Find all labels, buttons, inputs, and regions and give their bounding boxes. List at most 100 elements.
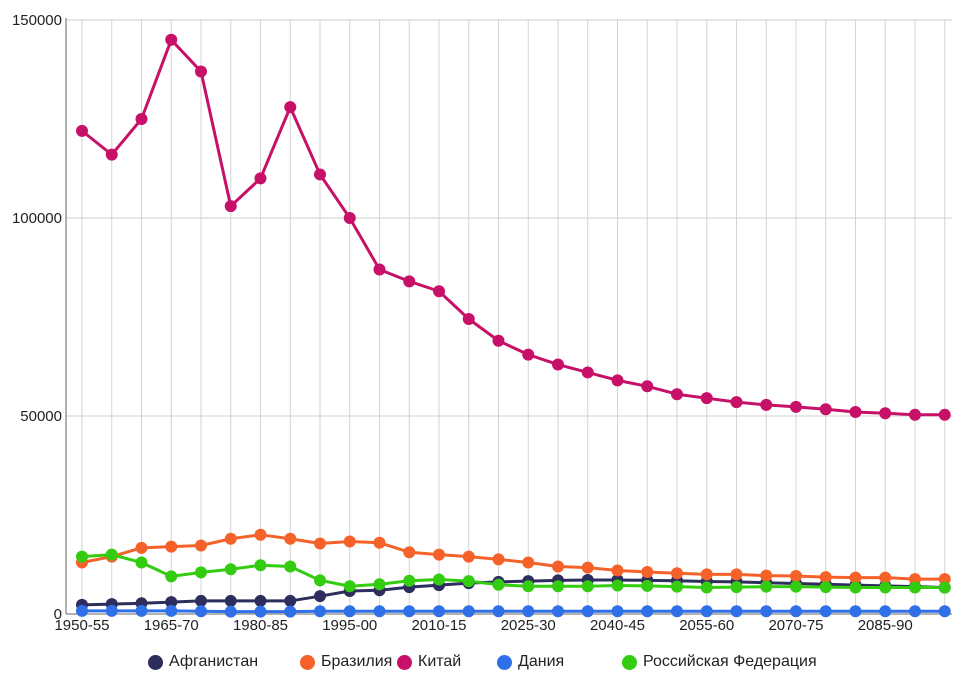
data-point-series-3 — [552, 605, 564, 618]
data-point-series-4 — [165, 570, 178, 583]
data-point-series-1 — [373, 536, 386, 549]
data-point-series-4 — [700, 581, 713, 594]
data-point-series-1 — [909, 573, 921, 586]
y-tick-label: 100000 — [12, 210, 62, 227]
data-point-series-2 — [730, 396, 743, 409]
data-point-series-4 — [373, 578, 386, 591]
data-point-series-1 — [790, 569, 802, 582]
x-tick-label: 1965-70 — [144, 617, 199, 634]
data-point-series-1 — [581, 561, 594, 574]
x-tick-label: 2025-30 — [501, 617, 556, 634]
data-point-series-3 — [879, 605, 892, 618]
data-point-series-4 — [879, 581, 892, 594]
legend-marker — [300, 654, 315, 670]
data-point-series-2 — [165, 33, 178, 46]
data-point-series-3 — [938, 605, 951, 618]
data-point-series-3 — [373, 605, 386, 618]
data-point-series-4 — [433, 573, 445, 586]
legend-label: Бразилия — [321, 653, 393, 670]
axes — [65, 18, 952, 615]
data-point-series-4 — [105, 548, 118, 561]
data-point-series-1 — [671, 567, 683, 580]
data-point-series-3 — [760, 605, 773, 618]
data-point-series-2 — [611, 374, 624, 387]
legend-label: Дания — [518, 653, 565, 670]
data-point-series-4 — [552, 580, 564, 593]
x-tick-label: 1950-55 — [54, 617, 109, 634]
legend-item-1[interactable]: Бразилия — [300, 653, 392, 671]
data-point-series-3 — [433, 605, 445, 618]
data-point-series-3 — [403, 605, 416, 618]
data-point-series-2 — [700, 392, 713, 405]
data-point-series-2 — [343, 212, 356, 224]
data-point-series-2 — [879, 407, 892, 420]
data-point-series-4 — [849, 581, 862, 594]
data-point-series-2 — [224, 200, 237, 213]
data-point-series-1 — [611, 564, 624, 577]
data-point-series-4 — [730, 581, 743, 594]
data-point-series-1 — [165, 540, 178, 553]
data-point-series-3 — [522, 605, 535, 618]
data-point-series-2 — [373, 263, 386, 276]
data-point-series-4 — [790, 580, 802, 593]
data-point-series-3 — [790, 605, 802, 618]
data-point-series-1 — [314, 537, 326, 550]
data-point-series-1 — [849, 571, 862, 584]
data-point-series-2 — [76, 124, 88, 137]
data-point-series-0 — [165, 596, 178, 609]
data-point-series-4 — [581, 580, 594, 593]
data-point-series-4 — [343, 580, 356, 593]
data-point-series-1 — [492, 553, 505, 566]
data-point-series-2 — [135, 113, 148, 125]
data-point-series-3 — [581, 605, 594, 618]
data-point-series-0 — [314, 590, 326, 603]
data-point-series-1 — [195, 539, 207, 552]
data-point-series-2 — [314, 168, 326, 181]
data-point-series-3 — [730, 605, 743, 618]
data-point-series-4 — [314, 574, 326, 587]
legend-item-2[interactable]: Китай — [397, 653, 461, 671]
data-point-series-2 — [938, 408, 951, 421]
data-point-series-3 — [284, 605, 297, 618]
data-point-series-3 — [254, 605, 267, 618]
legend-item-3[interactable]: Дания — [497, 653, 564, 671]
data-point-series-4 — [403, 574, 416, 587]
x-tick-label: 2085-90 — [858, 617, 913, 634]
data-point-series-3 — [700, 605, 713, 618]
grid-lines — [66, 19, 952, 615]
x-tick-labels: 1950-55 1965-70 1980-85 1995-00 2010-15 2025-… — [54, 617, 912, 634]
data-point-series-1 — [730, 568, 743, 581]
data-point-series-2 — [819, 403, 832, 416]
data-point-series-3 — [671, 605, 683, 618]
data-point-series-1 — [135, 541, 148, 554]
legend: Афганистан Бразилия Китай Дания Российская Ф… — [0, 653, 961, 681]
data-point-series-2 — [552, 358, 564, 371]
legend-label: Российская Федерация — [643, 653, 817, 670]
series-line-3 — [82, 609, 945, 614]
data-point-series-1 — [819, 571, 832, 584]
legend-item-4[interactable]: Российская Федерация — [622, 653, 817, 671]
legend-item-0[interactable]: Афганистан — [148, 653, 258, 671]
series-points — [76, 33, 951, 618]
data-point-series-2 — [403, 275, 416, 288]
data-point-series-1 — [254, 528, 267, 541]
data-point-series-3 — [224, 605, 237, 618]
data-point-series-0 — [284, 594, 297, 607]
data-point-series-4 — [819, 581, 832, 594]
data-point-series-2 — [909, 408, 921, 421]
data-point-series-3 — [819, 605, 832, 618]
data-point-series-4 — [522, 580, 535, 593]
x-tick-label: 1995-00 — [322, 617, 377, 634]
data-point-series-4 — [611, 579, 624, 592]
data-point-series-2 — [849, 406, 862, 419]
data-point-series-2 — [492, 334, 505, 347]
data-point-series-4 — [909, 581, 921, 594]
data-point-series-1 — [552, 560, 564, 573]
data-point-series-2 — [462, 312, 475, 325]
data-point-series-4 — [195, 566, 207, 579]
x-tick-label: 2055-60 — [679, 617, 734, 634]
data-point-series-3 — [105, 604, 118, 617]
data-point-series-2 — [284, 101, 297, 114]
data-point-series-1 — [224, 532, 237, 545]
data-point-series-1 — [522, 556, 535, 569]
